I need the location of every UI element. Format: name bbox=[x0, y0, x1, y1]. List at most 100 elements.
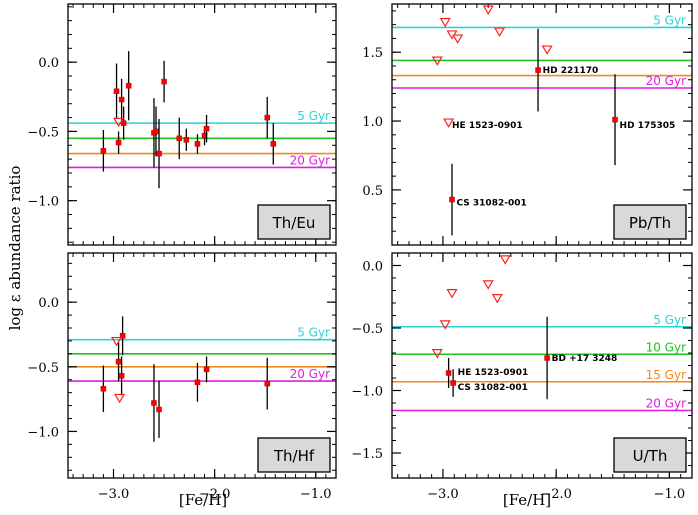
y-tick-label: 0.0 bbox=[38, 56, 59, 71]
star-annotation: CS 31082-001 bbox=[457, 198, 527, 208]
upper-limit-point bbox=[431, 349, 443, 359]
data-point bbox=[156, 406, 162, 413]
data-point bbox=[270, 141, 277, 147]
panel-th-hf: 5 Gyr 20 Gyr −1.0 −0.5 0.0 −3.0 −2.0 −1.0 Th/Hf bbox=[27, 252, 337, 502]
y-tick-label: −0.5 bbox=[351, 322, 383, 337]
panel-pb-th: 5 Gyr 20 Gyr 0.5 1.0 1.5 HD 221170 HE 1523-090… bbox=[362, 3, 693, 246]
upper-limit-point bbox=[443, 118, 455, 128]
y-tick-label: −0.5 bbox=[27, 125, 59, 140]
upper-limit-point bbox=[439, 17, 451, 28]
data-point bbox=[450, 380, 456, 386]
plot-frame bbox=[67, 252, 337, 479]
y-tick-label: 1.5 bbox=[362, 46, 383, 61]
upper-limit-point bbox=[113, 117, 125, 128]
plot-frame bbox=[67, 3, 337, 246]
data-point bbox=[535, 67, 541, 73]
upper-limit-point bbox=[491, 294, 503, 304]
upper-limit-point bbox=[499, 255, 511, 265]
data-point bbox=[203, 125, 210, 132]
upper-limit-point bbox=[482, 5, 494, 15]
star-annotation: HD 175305 bbox=[620, 121, 676, 131]
upper-limit-point bbox=[493, 27, 506, 38]
panel-label-box bbox=[257, 204, 331, 240]
data-point bbox=[156, 150, 162, 157]
y-tick-label: −1.0 bbox=[27, 425, 59, 440]
data-point bbox=[176, 135, 182, 142]
data-point bbox=[120, 120, 127, 126]
star-annotation: HE 1523-0901 bbox=[452, 121, 523, 131]
data-point bbox=[612, 116, 618, 123]
data-point bbox=[161, 78, 167, 85]
reference-line-label: 5 Gyr bbox=[653, 13, 686, 27]
data-point bbox=[264, 380, 270, 387]
y-tick-label: 0.5 bbox=[362, 184, 383, 199]
y-tick-label: −1.5 bbox=[351, 447, 383, 462]
upper-limit-point bbox=[541, 45, 553, 55]
panel-label: Pb/Th bbox=[629, 214, 671, 232]
data-point bbox=[194, 379, 201, 386]
data-point bbox=[151, 400, 157, 406]
reference-line-label: 20 Gyr bbox=[290, 367, 330, 381]
reference-line-label: 5 Gyr bbox=[297, 326, 330, 340]
panel-u-th: 5 Gyr 10 Gyr 15 Gyr 20 Gyr −1.5 −1.0 −0.5 0.0 −3… bbox=[351, 252, 693, 502]
y-tick-label: −0.5 bbox=[27, 361, 59, 376]
panel-label: Th/Eu bbox=[272, 214, 316, 232]
data-point bbox=[183, 136, 190, 143]
panel-label-box bbox=[613, 437, 687, 473]
star-annotation: BD +17 3248 bbox=[552, 354, 618, 364]
reference-line-label: 20 Gyr bbox=[646, 74, 686, 88]
panel-label: U/Th bbox=[633, 447, 668, 465]
chart-panels: 5 Gyr 20 Gyr −1.0 −0.5 0.0 Th/Eu 5 Gyr 20 Gyr 0.… bbox=[27, 3, 693, 502]
x-tick-label: −1.0 bbox=[300, 487, 332, 502]
plot-frame bbox=[391, 252, 693, 479]
upper-limit-point bbox=[452, 34, 464, 44]
x-tick-label: −2.0 bbox=[199, 487, 231, 502]
x-tick-label: −2.0 bbox=[540, 487, 572, 502]
panel-label-box bbox=[257, 437, 331, 473]
data-point bbox=[264, 114, 270, 121]
reference-line-label: 5 Gyr bbox=[653, 313, 686, 327]
reference-line-label: 20 Gyr bbox=[646, 397, 686, 411]
data-point bbox=[100, 386, 107, 392]
reference-line-label: 10 Gyr bbox=[646, 340, 686, 354]
panel-label: Th/Hf bbox=[273, 447, 315, 465]
data-point bbox=[115, 358, 122, 365]
data-point bbox=[153, 128, 159, 135]
x-axis-title-left: [Fe/H] bbox=[179, 491, 227, 509]
data-point bbox=[203, 366, 210, 373]
reference-line-label: 15 Gyr bbox=[646, 368, 686, 382]
star-annotation: HD 221170 bbox=[543, 66, 599, 76]
data-point bbox=[119, 333, 126, 339]
data-point bbox=[113, 88, 120, 95]
data-point bbox=[115, 139, 122, 146]
y-tick-label: 0.0 bbox=[362, 260, 383, 275]
data-point bbox=[118, 373, 125, 379]
plot-frame bbox=[391, 3, 693, 246]
y-tick-label: −1.0 bbox=[27, 195, 59, 210]
panel-label-box bbox=[613, 204, 687, 240]
upper-limit-point bbox=[439, 320, 451, 330]
upper-limit-point bbox=[446, 289, 458, 299]
x-tick-label: −3.0 bbox=[427, 487, 459, 502]
star-annotation: CS 31082-001 bbox=[458, 383, 528, 393]
reference-line-label: 5 Gyr bbox=[297, 109, 330, 123]
upper-limit-point bbox=[482, 280, 494, 290]
upper-limit-point bbox=[431, 56, 443, 66]
y-tick-label: 1.0 bbox=[362, 115, 383, 130]
x-tick-label: −3.0 bbox=[98, 487, 130, 502]
star-annotation: HE 1523-0901 bbox=[458, 368, 529, 378]
data-point bbox=[118, 96, 125, 103]
data-point bbox=[100, 148, 107, 154]
reference-line-label: 20 Gyr bbox=[290, 153, 330, 167]
data-point bbox=[445, 370, 452, 376]
y-tick-label: 0.0 bbox=[38, 296, 59, 311]
data-point bbox=[449, 196, 455, 203]
panel-th-eu: 5 Gyr 20 Gyr −1.0 −0.5 0.0 Th/Eu bbox=[27, 3, 337, 246]
x-tick-label: −1.0 bbox=[654, 487, 686, 502]
data-point bbox=[125, 82, 132, 89]
x-axis-title-right: [Fe/H] bbox=[503, 491, 551, 509]
data-point bbox=[194, 141, 201, 147]
y-tick-label: −1.0 bbox=[351, 385, 383, 400]
upper-limit-point bbox=[110, 336, 123, 347]
